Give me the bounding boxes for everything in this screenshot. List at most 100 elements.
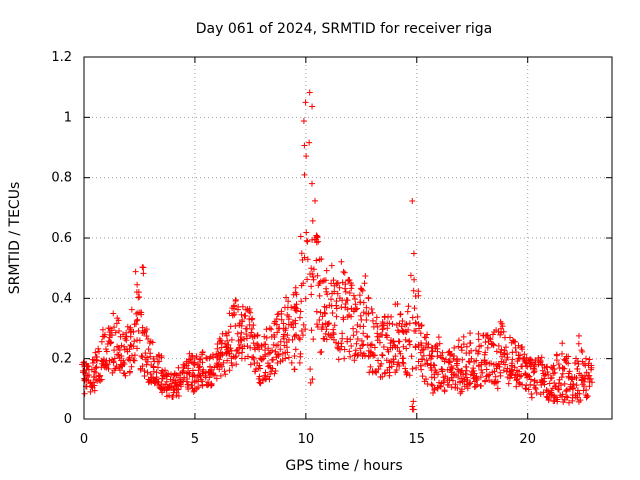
data-point (280, 320, 287, 327)
data-point (465, 358, 472, 365)
data-point (494, 385, 501, 392)
data-point (114, 351, 121, 358)
data-point (226, 350, 233, 357)
data-point (211, 364, 218, 371)
data-point (84, 363, 91, 370)
data-point (514, 376, 521, 383)
data-point (104, 361, 111, 368)
data-point (493, 348, 500, 355)
data-point (188, 382, 195, 389)
data-point (488, 360, 495, 367)
data-point (399, 317, 406, 324)
data-point (353, 340, 360, 347)
data-point (239, 316, 246, 323)
data-point (226, 367, 233, 374)
data-point (318, 348, 325, 355)
data-point (199, 351, 206, 358)
data-point (196, 356, 203, 363)
data-point (319, 313, 326, 320)
data-point (257, 379, 264, 386)
data-point (222, 340, 229, 347)
data-point (111, 347, 118, 354)
data-point (434, 353, 441, 360)
data-point (502, 361, 509, 368)
data-point (128, 363, 135, 370)
data-point (375, 357, 382, 364)
data-point (455, 343, 462, 350)
data-point (436, 340, 443, 347)
data-point (284, 312, 291, 319)
data-point (309, 376, 316, 383)
data-point (585, 372, 592, 379)
data-point (127, 328, 134, 335)
data-point (573, 382, 580, 389)
data-point (412, 344, 419, 351)
data-point (552, 383, 559, 390)
data-point (358, 286, 365, 293)
data-point (415, 358, 422, 365)
data-point (407, 272, 414, 279)
data-point (409, 314, 416, 321)
data-point (83, 366, 90, 373)
data-point (389, 320, 396, 327)
data-point (131, 352, 138, 359)
data-point (569, 385, 576, 392)
data-point (411, 305, 418, 312)
data-point (183, 370, 190, 377)
data-point (532, 385, 539, 392)
data-point (426, 352, 433, 359)
y-tick-labels: 0 0.2 0.4 0.6 0.8 1 1.2 (51, 50, 72, 427)
data-point (410, 398, 417, 405)
data-point (533, 389, 540, 396)
data-point (239, 303, 246, 310)
data-point (448, 351, 455, 358)
data-point (374, 330, 381, 337)
data-point (579, 348, 586, 355)
data-point (250, 340, 257, 347)
data-point (583, 394, 590, 401)
data-point (478, 367, 485, 374)
data-point (448, 384, 455, 391)
data-point (251, 368, 258, 375)
data-point (583, 387, 590, 394)
data-point (505, 380, 512, 387)
data-point (99, 326, 106, 333)
data-point (369, 309, 376, 316)
data-point (483, 359, 490, 366)
data-point (302, 295, 309, 302)
data-point (409, 198, 416, 205)
data-point (175, 364, 182, 371)
data-point (512, 344, 519, 351)
data-point (474, 350, 481, 357)
data-point (87, 379, 94, 386)
data-point (232, 323, 239, 330)
data-point (233, 361, 240, 368)
data-point (289, 336, 296, 343)
data-point (515, 379, 522, 386)
data-point (487, 336, 494, 343)
data-point (411, 276, 418, 283)
data-point (390, 356, 397, 363)
data-point (334, 344, 341, 351)
data-point (488, 341, 495, 348)
data-point (111, 324, 118, 331)
x-tick-label: 15 (408, 432, 425, 447)
y-tick-label: 0.4 (51, 291, 72, 306)
data-point (545, 395, 552, 402)
data-point (519, 381, 526, 388)
data-point (147, 350, 154, 357)
data-point (565, 373, 572, 380)
data-point (466, 340, 473, 347)
data-point (339, 335, 346, 342)
data-point (393, 321, 400, 328)
data-point (101, 331, 108, 338)
data-point (527, 376, 534, 383)
data-point (96, 377, 103, 384)
data-point (477, 382, 484, 389)
data-point (470, 365, 477, 372)
data-point (342, 281, 349, 288)
data-point (418, 322, 425, 329)
data-point (111, 355, 118, 362)
data-point (144, 369, 151, 376)
data-point (275, 310, 282, 317)
